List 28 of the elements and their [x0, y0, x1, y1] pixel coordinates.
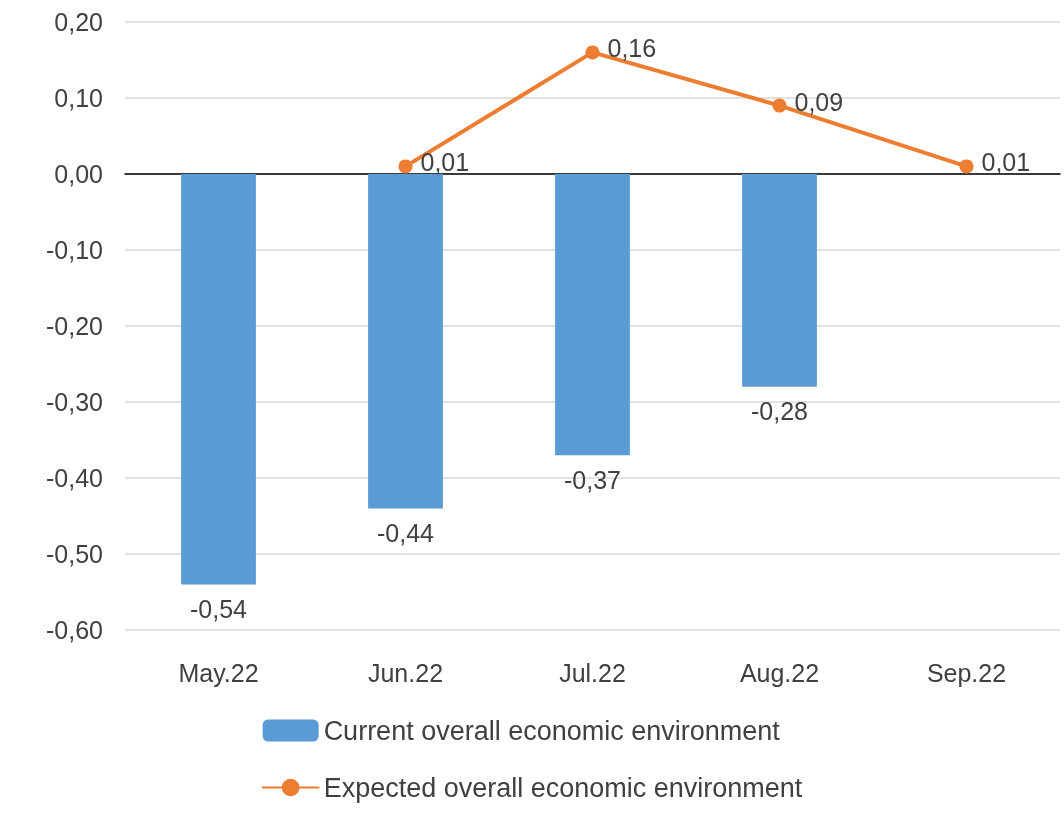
data-label: -0,54: [190, 594, 248, 623]
y-tick-label: -0,10: [46, 236, 103, 264]
y-tick-label: -0,20: [46, 312, 103, 340]
x-tick-label: Sep.22: [926, 658, 1007, 687]
data-label: 0,09: [794, 87, 844, 116]
x-tick-label: May.22: [178, 658, 259, 687]
point: [772, 98, 787, 113]
y-tick-label: 0,20: [54, 8, 103, 36]
data-label: 0,01: [981, 148, 1031, 177]
y-tick-label: 0,00: [54, 160, 103, 188]
x-tick-label: Jun.22: [367, 658, 444, 687]
x-tick-label: Aug.22: [739, 658, 820, 687]
data-label: -0,37: [564, 465, 621, 494]
data-label: -0,44: [377, 518, 435, 547]
point: [585, 45, 600, 60]
legend-label: Expected overall economic environment: [323, 772, 803, 803]
data-label: 0,01: [420, 148, 470, 177]
legend-label: Current overall economic environment: [323, 715, 781, 746]
point: [398, 159, 413, 174]
y-tick-label: 0,10: [54, 84, 103, 112]
x-tick-label: Jul.22: [559, 658, 626, 687]
y-tick-label: -0,50: [46, 540, 103, 568]
data-label: 0,16: [607, 34, 657, 63]
point: [959, 159, 974, 174]
data-label: -0,28: [751, 397, 808, 426]
y-tick-label: -0,40: [46, 464, 103, 492]
y-tick-label: -0,60: [46, 616, 103, 644]
y-tick-label: -0,30: [46, 388, 103, 416]
